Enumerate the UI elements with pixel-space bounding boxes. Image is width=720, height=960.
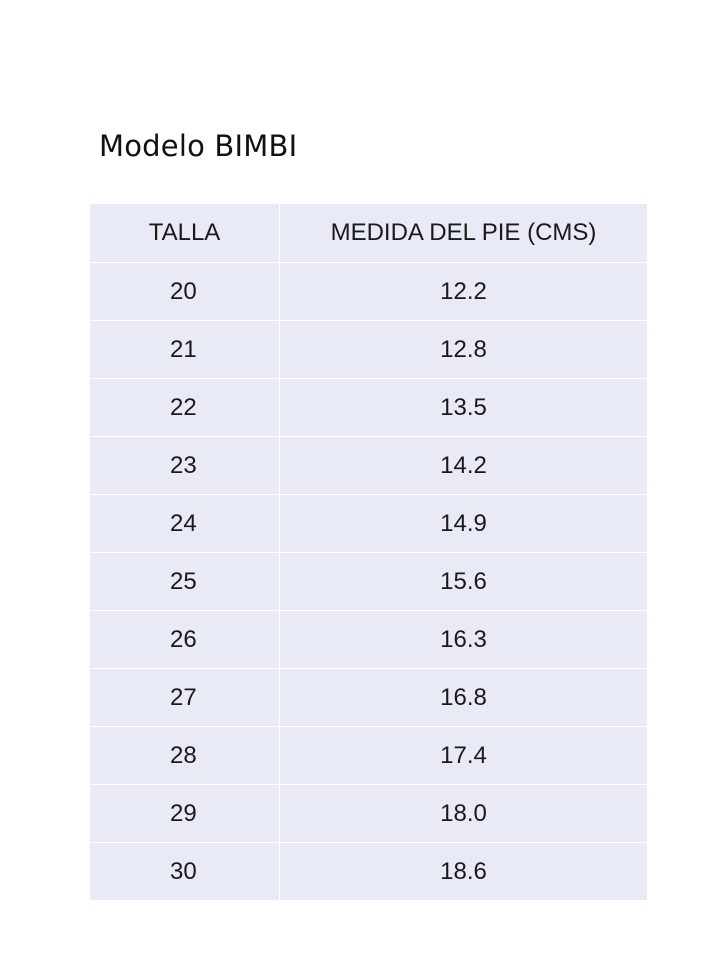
talla-cell: 29 — [89, 784, 280, 843]
medida-cell: 12.2 — [279, 262, 648, 321]
medida-cell: 14.9 — [279, 494, 648, 553]
table-row: 25 15.6 — [89, 552, 648, 611]
table-row: 30 18.6 — [89, 842, 648, 901]
talla-cell: 28 — [89, 726, 280, 785]
medida-cell: 12.8 — [279, 320, 648, 379]
medida-cell: 14.2 — [279, 436, 648, 495]
medida-cell: 13.5 — [279, 378, 648, 437]
table-header-row: TALLA MEDIDA DEL PIE (CMS) — [89, 203, 648, 263]
size-table: TALLA MEDIDA DEL PIE (CMS) 20 12.2 21 12… — [89, 203, 648, 901]
medida-cell: 17.4 — [279, 726, 648, 785]
talla-cell: 26 — [89, 610, 280, 669]
table-row: 21 12.8 — [89, 320, 648, 379]
table-row: 26 16.3 — [89, 610, 648, 669]
table-row: 29 18.0 — [89, 784, 648, 843]
talla-cell: 20 — [89, 262, 280, 321]
medida-cell: 16.8 — [279, 668, 648, 727]
medida-cell: 16.3 — [279, 610, 648, 669]
medida-cell: 18.0 — [279, 784, 648, 843]
medida-cell: 18.6 — [279, 842, 648, 901]
talla-cell: 23 — [89, 436, 280, 495]
medida-cell: 15.6 — [279, 552, 648, 611]
talla-cell: 24 — [89, 494, 280, 553]
table-row: 22 13.5 — [89, 378, 648, 437]
table-row: 23 14.2 — [89, 436, 648, 495]
column-header-medida: MEDIDA DEL PIE (CMS) — [279, 203, 648, 263]
talla-cell: 25 — [89, 552, 280, 611]
table-row: 28 17.4 — [89, 726, 648, 785]
talla-cell: 30 — [89, 842, 280, 901]
table-row: 20 12.2 — [89, 262, 648, 321]
page-title: Modelo BIMBI — [99, 129, 298, 163]
table-row: 27 16.8 — [89, 668, 648, 727]
talla-cell: 27 — [89, 668, 280, 727]
talla-cell: 21 — [89, 320, 280, 379]
talla-cell: 22 — [89, 378, 280, 437]
table-row: 24 14.9 — [89, 494, 648, 553]
column-header-talla: TALLA — [89, 203, 280, 263]
